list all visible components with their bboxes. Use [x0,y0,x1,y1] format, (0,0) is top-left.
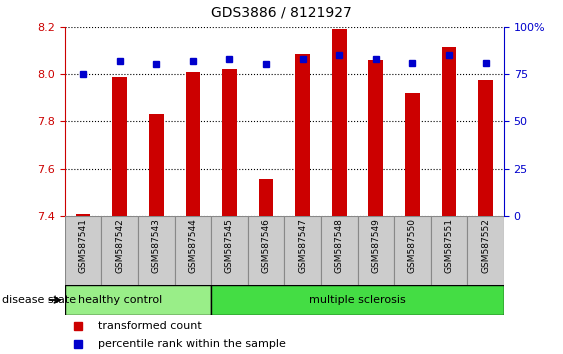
Bar [479,80,493,216]
Text: GSM587552: GSM587552 [481,218,490,273]
Text: GSM587541: GSM587541 [79,218,87,273]
FancyBboxPatch shape [431,216,467,285]
FancyBboxPatch shape [65,285,211,315]
Bar [149,114,164,216]
Text: GSM587549: GSM587549 [372,218,380,273]
Text: healthy control: healthy control [78,295,162,305]
Text: GSM587550: GSM587550 [408,218,417,273]
Text: GSM587546: GSM587546 [262,218,270,273]
FancyBboxPatch shape [394,216,431,285]
Text: transformed count: transformed count [98,321,202,331]
Text: GSM587544: GSM587544 [189,218,197,273]
Bar [186,72,200,216]
Text: disease state: disease state [2,295,76,305]
Bar [405,93,420,216]
Text: GSM587551: GSM587551 [445,218,453,273]
Bar [295,54,310,216]
Text: GSM587543: GSM587543 [152,218,160,273]
Text: GDS3886 / 8121927: GDS3886 / 8121927 [211,5,352,19]
Text: GSM587545: GSM587545 [225,218,234,273]
FancyBboxPatch shape [248,216,284,285]
Text: GSM587548: GSM587548 [335,218,343,273]
Bar [332,29,347,216]
FancyBboxPatch shape [211,285,504,315]
Bar [368,60,383,216]
Bar [442,47,457,216]
FancyBboxPatch shape [211,216,248,285]
Text: GSM587547: GSM587547 [298,218,307,273]
FancyBboxPatch shape [358,216,394,285]
Bar [258,179,274,216]
Bar [75,213,91,216]
FancyBboxPatch shape [284,216,321,285]
Bar [113,78,127,216]
FancyBboxPatch shape [65,216,101,285]
Bar [222,69,237,216]
FancyBboxPatch shape [101,216,138,285]
Text: GSM587542: GSM587542 [115,218,124,273]
FancyBboxPatch shape [138,216,175,285]
FancyBboxPatch shape [467,216,504,285]
FancyBboxPatch shape [321,216,358,285]
Text: multiple sclerosis: multiple sclerosis [309,295,406,305]
Text: percentile rank within the sample: percentile rank within the sample [98,339,285,349]
FancyBboxPatch shape [175,216,211,285]
